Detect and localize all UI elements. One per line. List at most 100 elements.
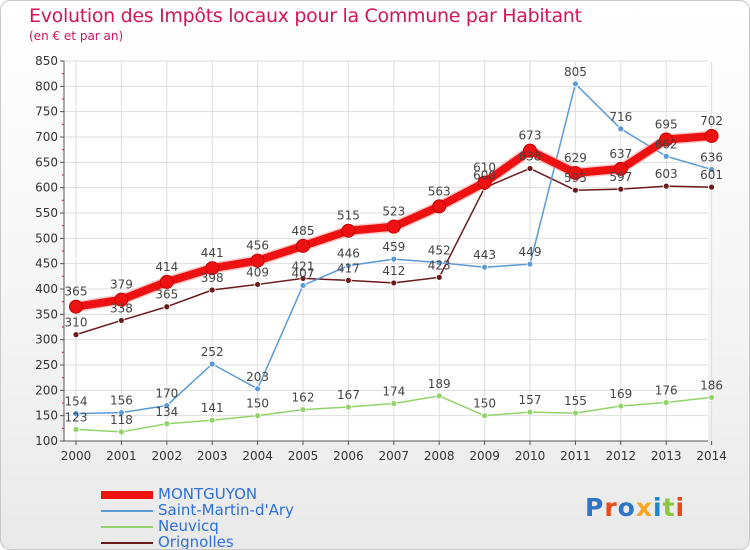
data-label-saint-martin-d-ary: 154 xyxy=(65,395,88,409)
data-label-neuvicq: 118 xyxy=(110,413,133,427)
series-group xyxy=(69,80,719,436)
data-label-montguyon: 414 xyxy=(155,260,178,274)
data-label-neuvicq: 174 xyxy=(382,385,405,399)
data-label-montguyon: 629 xyxy=(564,151,587,165)
logo-letter: x xyxy=(635,493,653,522)
data-label-neuvicq: 176 xyxy=(655,383,678,397)
point-saint-martin-d-ary xyxy=(118,409,125,417)
data-label-montguyon: 441 xyxy=(201,246,224,260)
x-tick-label: 2009 xyxy=(469,449,500,463)
point-orignolles xyxy=(72,331,80,339)
point-neuvicq xyxy=(572,409,579,417)
data-label-orignolles: 603 xyxy=(655,167,678,181)
data-label-orignolles: 421 xyxy=(292,259,315,273)
y-tick-label: 100 xyxy=(35,434,58,448)
point-montguyon xyxy=(523,143,537,158)
x-tick-label: 2005 xyxy=(288,449,319,463)
point-orignolles xyxy=(299,274,307,282)
logo-letter: r xyxy=(604,493,618,522)
logo-letter: i xyxy=(675,493,686,522)
data-label-orignolles: 365 xyxy=(155,288,178,302)
point-neuvicq xyxy=(254,412,262,420)
point-orignolles xyxy=(390,279,398,287)
point-orignolles xyxy=(662,182,670,190)
x-tick-label: 2000 xyxy=(61,449,92,463)
point-saint-martin-d-ary xyxy=(208,360,216,368)
data-label-montguyon: 485 xyxy=(292,224,315,238)
y-tick-label: 850 xyxy=(35,54,58,68)
x-tick-label: 2002 xyxy=(152,449,183,463)
data-label-orignolles: 597 xyxy=(609,170,632,184)
y-tick-label: 200 xyxy=(35,383,58,397)
legend-label: Orignolles xyxy=(158,533,234,550)
point-montguyon xyxy=(159,274,174,289)
y-tick-label: 500 xyxy=(35,231,58,245)
y-tick-label: 250 xyxy=(35,358,58,372)
y-tick-label: 150 xyxy=(35,409,58,423)
data-label-montguyon: 673 xyxy=(519,129,542,143)
point-saint-martin-d-ary xyxy=(481,263,489,271)
point-orignolles xyxy=(254,281,262,288)
logo-letter: P xyxy=(585,493,605,522)
data-label-saint-martin-d-ary: 156 xyxy=(110,394,133,408)
data-label-saint-martin-d-ary: 449 xyxy=(519,245,542,259)
data-label-neuvicq: 155 xyxy=(564,394,587,408)
data-label-saint-martin-d-ary: 459 xyxy=(382,240,405,254)
point-saint-martin-d-ary xyxy=(72,410,80,418)
point-neuvicq xyxy=(299,406,307,413)
data-label-orignolles: 409 xyxy=(246,265,269,279)
y-tick-label: 400 xyxy=(35,282,58,296)
point-orignolles xyxy=(118,317,125,324)
x-tick-label: 2010 xyxy=(515,449,546,463)
y-tick-label: 600 xyxy=(35,181,58,195)
point-orignolles xyxy=(435,273,443,281)
point-montguyon xyxy=(69,299,83,314)
data-label-saint-martin-d-ary: 716 xyxy=(609,110,632,124)
point-montguyon xyxy=(477,175,492,190)
point-saint-martin-d-ary xyxy=(163,402,171,409)
y-tick-label: 650 xyxy=(35,155,58,169)
data-label-orignolles: 595 xyxy=(564,171,587,185)
data-label-neuvicq: 134 xyxy=(155,405,178,419)
point-neuvicq xyxy=(708,394,715,401)
data-label-montguyon: 456 xyxy=(246,239,269,253)
data-label-neuvicq: 186 xyxy=(700,378,723,392)
y-tick-label: 350 xyxy=(35,307,58,321)
point-neuvicq xyxy=(617,402,625,410)
logo-letter: i xyxy=(653,493,663,522)
point-orignolles xyxy=(344,276,352,284)
data-label-neuvicq: 141 xyxy=(201,401,224,415)
point-saint-martin-d-ary xyxy=(572,80,579,88)
data-label-neuvicq: 167 xyxy=(337,388,360,402)
point-saint-martin-d-ary xyxy=(708,166,715,173)
point-saint-martin-d-ary xyxy=(344,262,352,270)
x-tick-label: 2013 xyxy=(651,449,682,463)
data-label-neuvicq: 169 xyxy=(609,387,632,401)
point-neuvicq xyxy=(526,408,534,416)
data-label-saint-martin-d-ary: 636 xyxy=(700,150,723,164)
point-saint-martin-d-ary xyxy=(390,255,398,263)
legend-label: Saint-Martin-d'Ary xyxy=(158,501,294,519)
x-tick-label: 2014 xyxy=(696,449,727,463)
data-label-orignolles: 638 xyxy=(519,149,542,163)
proxiti-logo: Proxiti xyxy=(585,493,685,522)
point-neuvicq xyxy=(163,420,171,428)
point-montguyon xyxy=(613,161,628,176)
x-tick-label: 2004 xyxy=(242,449,273,463)
grid xyxy=(64,60,713,442)
y-tick-label: 550 xyxy=(35,206,58,220)
data-label-orignolles: 600 xyxy=(473,169,496,183)
x-tick-label: 2008 xyxy=(424,449,455,463)
point-montguyon xyxy=(659,132,674,147)
data-label-montguyon: 523 xyxy=(382,205,405,219)
point-saint-martin-d-ary xyxy=(299,282,307,289)
y-tick-label: 700 xyxy=(35,130,58,144)
point-saint-martin-d-ary xyxy=(254,385,262,393)
point-orignolles xyxy=(617,185,625,193)
point-saint-martin-d-ary xyxy=(662,152,670,160)
point-neuvicq xyxy=(118,428,125,436)
data-label-saint-martin-d-ary: 407 xyxy=(292,266,315,280)
data-label-saint-martin-d-ary: 203 xyxy=(246,370,269,384)
data-label-orignolles: 601 xyxy=(700,168,723,182)
